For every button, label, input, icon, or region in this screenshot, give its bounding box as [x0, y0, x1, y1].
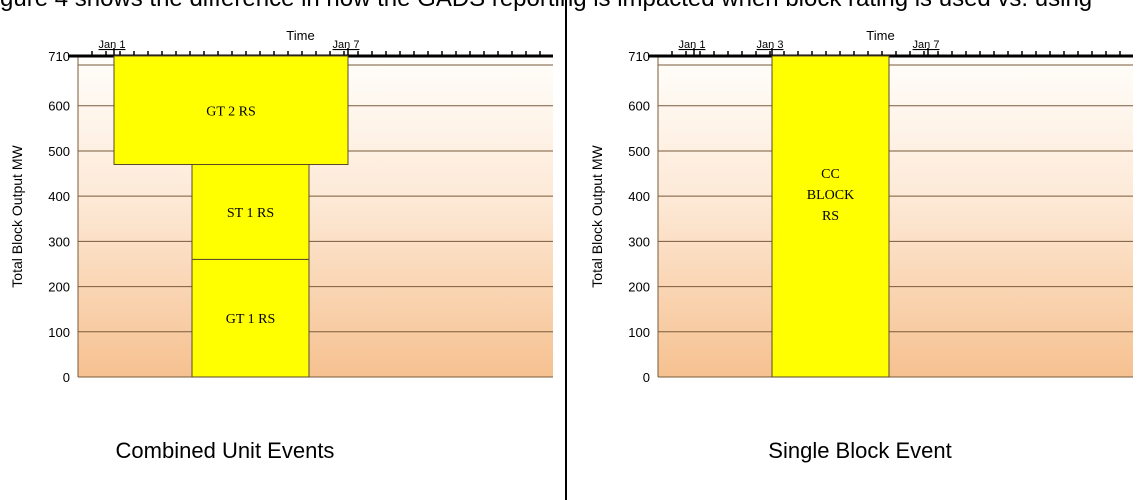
event-bar-label: CC — [821, 167, 840, 182]
combined-unit-events-chart: Jan 1 Jan 7 Time 0 100 200 300 400 500 600 710 Tota… — [9, 28, 553, 385]
y-tick-label: 500 — [628, 144, 650, 159]
panel-divider — [565, 0, 567, 500]
y-tick-label: 100 — [628, 325, 650, 340]
event-bar — [771, 55, 890, 378]
combined-unit-events-panel: Jan 1 Jan 7 Time 0 100 200 300 400 500 600 710 Tota… — [0, 0, 560, 500]
event-bar — [191, 164, 310, 260]
y-tick-label: 400 — [628, 189, 650, 204]
x-axis-title: Time — [286, 28, 314, 43]
chart-caption: Combined Unit Events — [115, 438, 335, 463]
event-bar — [113, 55, 349, 166]
y-tick-label: 600 — [628, 99, 650, 114]
date-tick-label: Jan 1 — [99, 39, 126, 51]
y-tick-label: 100 — [48, 325, 70, 340]
event-bar-label: BLOCK — [807, 188, 854, 203]
y-axis-title: Total Block Output MW — [589, 145, 605, 288]
y-tick-label: 400 — [48, 189, 70, 204]
y-tick-label: 600 — [48, 99, 70, 114]
date-tick-label: Jan 3 — [757, 39, 784, 51]
date-tick-label: Jan 7 — [913, 39, 940, 51]
y-tick-label: 0 — [643, 370, 650, 385]
y-tick-label: 0 — [63, 370, 70, 385]
date-tick-label: Jan 1 — [679, 39, 706, 51]
y-tick-label: 200 — [628, 280, 650, 295]
single-block-event-chart: Jan 1 Jan 3 Jan 7 Time 0 100 200 300 400 500 600 71… — [589, 28, 1133, 385]
y-tick-label: 200 — [48, 280, 70, 295]
y-tick-label: 500 — [48, 144, 70, 159]
y-tick-label: 710 — [48, 49, 70, 64]
event-bar-label: GT 2 RS — [206, 104, 256, 119]
event-bar-label: RS — [822, 209, 839, 224]
chart-caption: Single Block Event — [768, 438, 952, 463]
plot-background — [658, 56, 1133, 377]
y-axis-title: Total Block Output MW — [9, 145, 25, 288]
date-tick-label: Jan 7 — [333, 39, 360, 51]
event-bar — [191, 258, 310, 378]
x-axis-title: Time — [866, 28, 894, 43]
y-tick-label: 300 — [48, 234, 70, 249]
event-bar-label: ST 1 RS — [227, 206, 274, 221]
event-bar-label: GT 1 RS — [226, 312, 276, 327]
single-block-event-panel: Jan 1 Jan 3 Jan 7 Time 0 100 200 300 400 500 600 71… — [580, 0, 1140, 500]
top-text-fragment: gure 4 shows the difference in how the G… — [0, 0, 1140, 15]
y-tick-label: 710 — [628, 49, 650, 64]
y-tick-label: 300 — [628, 234, 650, 249]
